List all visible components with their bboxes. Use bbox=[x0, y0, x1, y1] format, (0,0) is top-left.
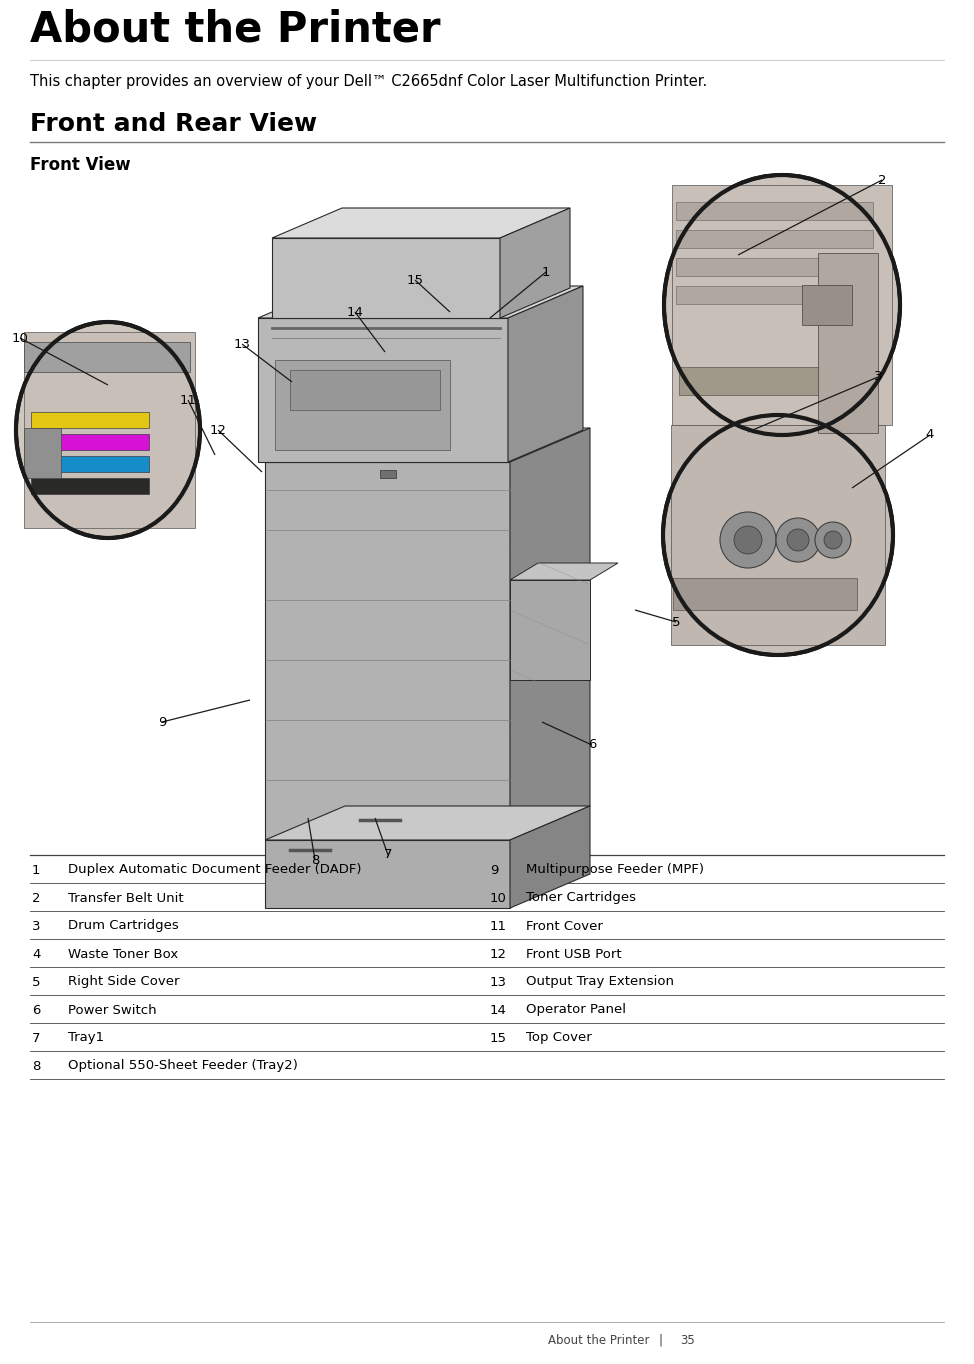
Text: Output Tray Extension: Output Tray Extension bbox=[526, 975, 674, 989]
Text: About the Printer: About the Printer bbox=[548, 1334, 650, 1346]
Bar bbox=[676, 286, 874, 304]
Ellipse shape bbox=[664, 175, 900, 435]
Polygon shape bbox=[258, 318, 508, 462]
Bar bbox=[676, 258, 874, 276]
Text: 5: 5 bbox=[672, 615, 680, 629]
Polygon shape bbox=[508, 286, 583, 462]
Polygon shape bbox=[510, 806, 590, 908]
Polygon shape bbox=[275, 360, 450, 450]
Text: 9: 9 bbox=[158, 716, 167, 728]
Text: 8: 8 bbox=[311, 854, 319, 866]
Text: 2: 2 bbox=[32, 892, 41, 904]
Polygon shape bbox=[265, 840, 510, 908]
Text: 5: 5 bbox=[32, 975, 41, 989]
Text: 3: 3 bbox=[32, 919, 41, 933]
Text: 35: 35 bbox=[680, 1334, 694, 1346]
Circle shape bbox=[815, 522, 851, 558]
Text: Front Cover: Front Cover bbox=[526, 919, 603, 933]
Text: Top Cover: Top Cover bbox=[526, 1031, 592, 1045]
Text: 14: 14 bbox=[490, 1004, 506, 1016]
Text: Power Switch: Power Switch bbox=[68, 1004, 157, 1016]
Bar bbox=[676, 202, 874, 220]
Ellipse shape bbox=[663, 415, 893, 655]
Polygon shape bbox=[290, 370, 440, 411]
Ellipse shape bbox=[16, 322, 200, 537]
Polygon shape bbox=[265, 462, 510, 840]
Text: Multipurpose Feeder (MPF): Multipurpose Feeder (MPF) bbox=[526, 863, 704, 877]
Text: Waste Toner Box: Waste Toner Box bbox=[68, 948, 178, 960]
Bar bbox=[818, 252, 878, 432]
Bar bbox=[24, 342, 190, 372]
Bar bbox=[31, 434, 149, 450]
Text: 15: 15 bbox=[490, 1031, 507, 1045]
Polygon shape bbox=[500, 207, 570, 318]
Bar bbox=[679, 367, 821, 396]
Text: Transfer Belt Unit: Transfer Belt Unit bbox=[68, 892, 184, 904]
Polygon shape bbox=[672, 186, 892, 426]
Circle shape bbox=[787, 529, 809, 551]
Text: 4: 4 bbox=[926, 428, 934, 442]
Circle shape bbox=[824, 531, 842, 548]
Text: 3: 3 bbox=[874, 371, 882, 383]
Polygon shape bbox=[510, 580, 590, 681]
Text: Front USB Port: Front USB Port bbox=[526, 948, 621, 960]
Polygon shape bbox=[272, 207, 570, 237]
Text: 12: 12 bbox=[490, 948, 507, 960]
Bar bbox=[31, 456, 149, 472]
Text: 13: 13 bbox=[234, 337, 250, 351]
Text: 7: 7 bbox=[32, 1031, 41, 1045]
Text: 10: 10 bbox=[490, 892, 506, 904]
Text: 2: 2 bbox=[878, 173, 886, 187]
Polygon shape bbox=[24, 331, 195, 528]
Text: 8: 8 bbox=[32, 1060, 40, 1072]
Bar bbox=[673, 578, 857, 610]
Text: 9: 9 bbox=[490, 863, 499, 877]
Bar bbox=[31, 412, 149, 428]
Text: 1: 1 bbox=[32, 863, 41, 877]
Polygon shape bbox=[265, 428, 590, 462]
Text: Right Side Cover: Right Side Cover bbox=[68, 975, 179, 989]
Bar bbox=[802, 285, 852, 325]
Text: Operator Panel: Operator Panel bbox=[526, 1004, 626, 1016]
Text: 11: 11 bbox=[490, 919, 507, 933]
Text: 7: 7 bbox=[384, 848, 393, 862]
Text: 6: 6 bbox=[32, 1004, 40, 1016]
Bar bbox=[31, 477, 149, 494]
Text: |: | bbox=[658, 1334, 662, 1346]
Text: 14: 14 bbox=[347, 306, 363, 319]
Bar bbox=[676, 231, 874, 248]
Text: Front View: Front View bbox=[30, 155, 131, 175]
Polygon shape bbox=[671, 426, 885, 645]
Text: Drum Cartridges: Drum Cartridges bbox=[68, 919, 179, 933]
Text: 6: 6 bbox=[588, 738, 596, 752]
Text: About the Printer: About the Printer bbox=[30, 8, 440, 50]
Polygon shape bbox=[258, 286, 583, 318]
Text: 11: 11 bbox=[179, 393, 197, 406]
Bar bbox=[380, 471, 396, 477]
Text: Front and Rear View: Front and Rear View bbox=[30, 112, 318, 136]
Text: 1: 1 bbox=[542, 266, 550, 278]
Polygon shape bbox=[510, 563, 618, 580]
Text: Toner Cartridges: Toner Cartridges bbox=[526, 892, 636, 904]
Bar bbox=[24, 428, 60, 477]
Text: Optional 550-Sheet Feeder (Tray2): Optional 550-Sheet Feeder (Tray2) bbox=[68, 1060, 298, 1072]
Text: This chapter provides an overview of your Dell™ C2665dnf Color Laser Multifuncti: This chapter provides an overview of you… bbox=[30, 74, 707, 89]
Text: Tray1: Tray1 bbox=[68, 1031, 104, 1045]
Circle shape bbox=[734, 527, 762, 554]
Text: 15: 15 bbox=[406, 274, 424, 286]
Text: 13: 13 bbox=[490, 975, 507, 989]
Text: 10: 10 bbox=[12, 331, 28, 345]
Polygon shape bbox=[510, 428, 590, 840]
Text: 4: 4 bbox=[32, 948, 40, 960]
Circle shape bbox=[720, 512, 776, 567]
Polygon shape bbox=[272, 237, 500, 318]
Circle shape bbox=[776, 518, 820, 562]
Text: Duplex Automatic Document Feeder (DADF): Duplex Automatic Document Feeder (DADF) bbox=[68, 863, 361, 877]
Polygon shape bbox=[265, 806, 590, 840]
Text: 12: 12 bbox=[209, 423, 227, 436]
